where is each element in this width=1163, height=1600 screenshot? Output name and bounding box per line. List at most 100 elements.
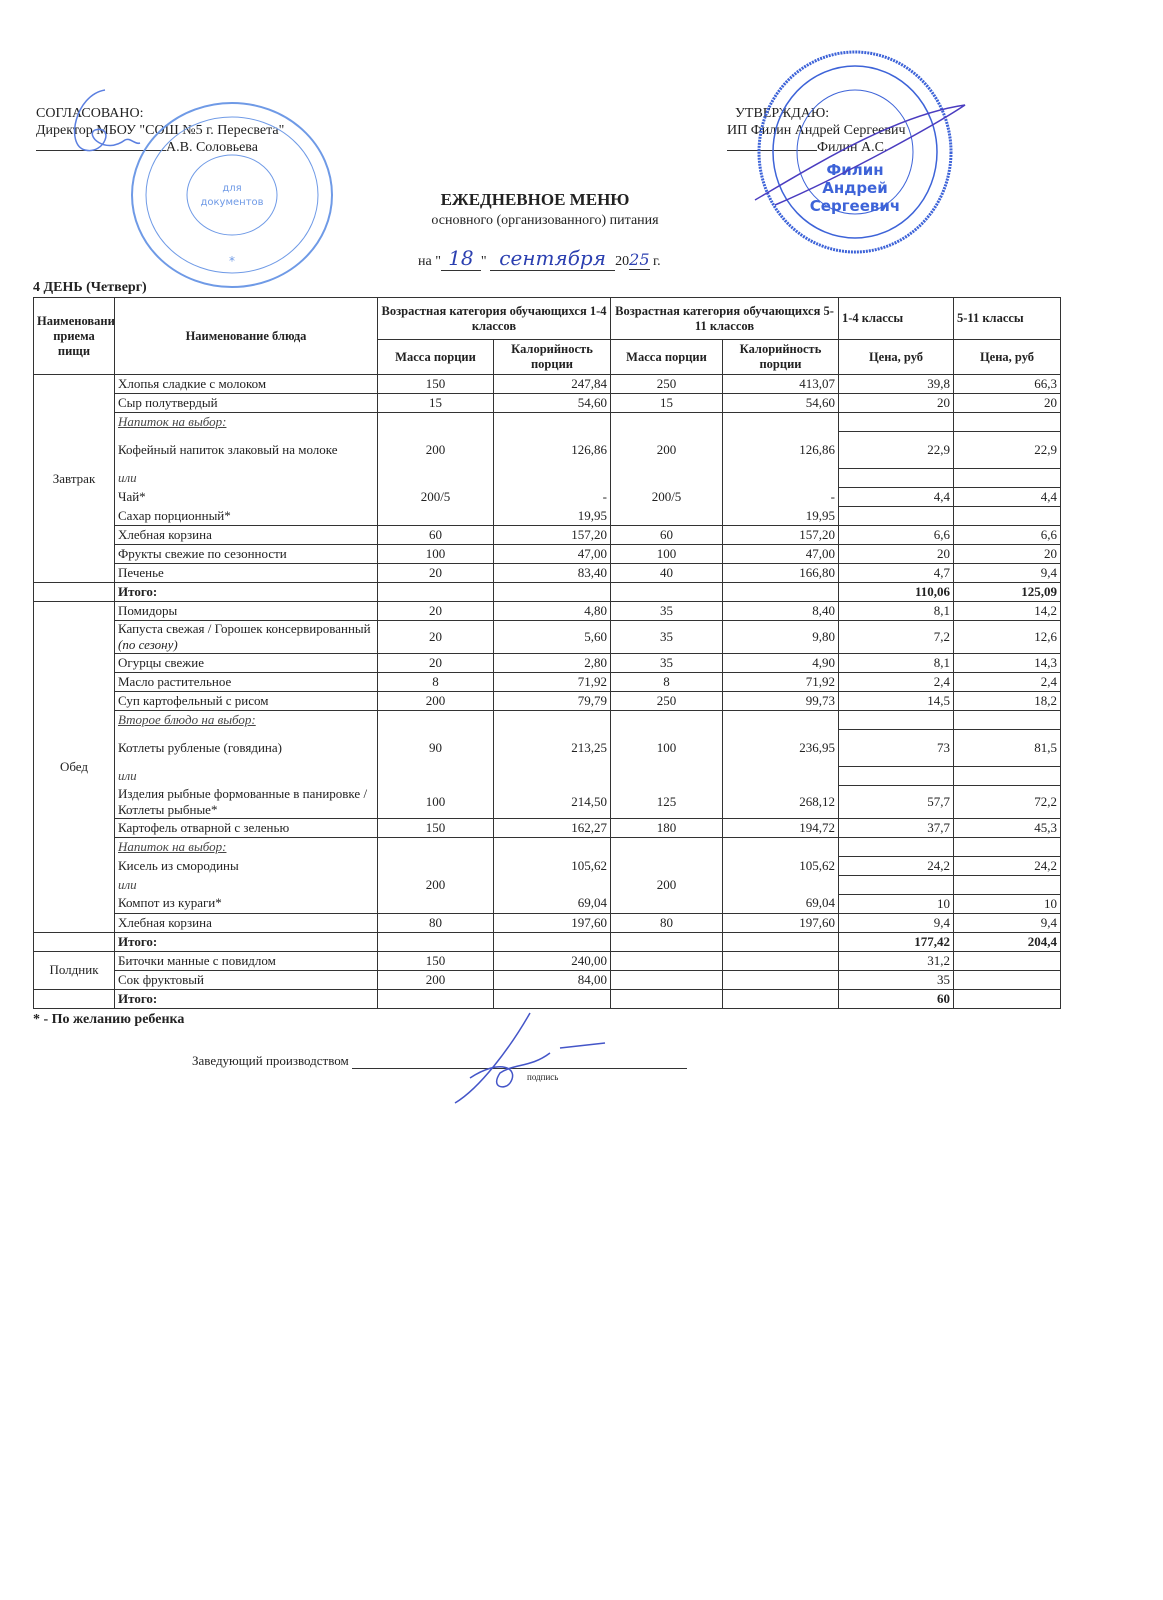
- mass-5-11: 60: [610, 525, 723, 545]
- total-row: Итого: 177,42 204,4: [33, 931, 1061, 952]
- price-5-11: [953, 468, 1061, 488]
- kcal-5-11: 413,07: [722, 374, 839, 394]
- table-row: Картофель отварной с зеленью 150 162,27 180…: [34, 817, 1061, 838]
- kcal-1-4: 247,84: [493, 374, 611, 394]
- total-meal-cell: [33, 582, 115, 602]
- total-empty-cell: [377, 582, 494, 602]
- table-row: или: [34, 766, 1061, 786]
- total-empty-cell: [377, 988, 494, 1009]
- kcal-1-4: 214,50: [493, 785, 611, 819]
- price-1-4: 7,2: [838, 620, 954, 654]
- price-5-11: [953, 766, 1061, 786]
- kcal-1-4: 83,40: [493, 563, 611, 583]
- dish-name-text: Чай*: [118, 489, 146, 504]
- price-5-11: 10: [953, 893, 1061, 914]
- header-age-1-4: Возрастная категория обучающихся 1-4 кла…: [377, 297, 611, 340]
- table-row: Напиток на выбор:: [34, 836, 1061, 857]
- total-empty-cell: [377, 931, 494, 952]
- table-row: Обед Помидоры 20 4,80 35 8,40 8,1 14,2: [33, 601, 1061, 933]
- total-empty-cell: [493, 582, 611, 602]
- price-1-4: 24,2: [838, 855, 954, 876]
- total-price-1-4: 110,06: [838, 582, 954, 602]
- mass-1-4: [377, 710, 494, 730]
- mass-5-11: [610, 506, 723, 526]
- table-row: Сок фруктовый 200 84,00 35: [34, 969, 1061, 990]
- dish-name-text: Компот из кураги*: [118, 895, 222, 911]
- kcal-1-4: [493, 766, 611, 786]
- mass-5-11: [610, 969, 723, 990]
- dish-name: Капуста свежая / Горошек консервированны…: [114, 620, 378, 654]
- kcal-1-4: 126,86: [493, 431, 611, 469]
- price-5-11: 9,4: [953, 563, 1061, 583]
- director-signature: [73, 89, 141, 152]
- dish-name: Чай*: [114, 487, 378, 507]
- mass-1-4: 15: [377, 393, 494, 413]
- dish-name-text: Кисель из смородины: [118, 857, 239, 873]
- entrepreneur-stamp: Филин Андрей Сергеевич: [754, 50, 966, 254]
- signoff-caption: подпись: [527, 1071, 559, 1082]
- approval-left-heading: СОГЛАСОВАНО:: [36, 106, 144, 121]
- mass-5-11: 80: [610, 912, 723, 933]
- dish-name: Биточки манные с повидлом: [114, 950, 378, 971]
- header-price-5-11: Цена, руб: [953, 339, 1061, 375]
- approval-right-person: Филин А.С.: [817, 140, 888, 155]
- price-5-11: [953, 950, 1061, 971]
- kcal-5-11: [722, 710, 839, 730]
- signoff-role: Заведующий производством: [192, 1052, 349, 1068]
- date-month: сентября: [490, 246, 616, 271]
- kcal-1-4: 5,60: [493, 620, 611, 654]
- mass-5-11: 100: [610, 544, 723, 564]
- svg-text:Сергеевич: Сергеевич: [810, 197, 900, 215]
- table-row: Сахар порционный* 19,95 19,95: [34, 506, 1061, 526]
- mass-1-4: 200: [377, 431, 494, 469]
- mass-1-4: [377, 766, 494, 786]
- mass-1-4: 80: [377, 912, 494, 933]
- dish-name-text: Сахар порционный*: [118, 507, 231, 523]
- header-grade-5-11: 5-11 классы: [953, 297, 1061, 340]
- choice-label: Напиток на выбор:: [118, 414, 227, 430]
- approval-right-position: ИП Филин Андрей Сергеевич: [727, 123, 906, 138]
- kcal-5-11: 126,86: [722, 431, 839, 469]
- mass-1-4: 100: [377, 785, 494, 819]
- price-1-4: 37,7: [838, 817, 954, 838]
- approval-left-signature-line: А.В. Соловьева: [36, 139, 284, 156]
- total-row: Итого: 110,06 125,09: [33, 582, 1061, 602]
- total-empty-cell: [610, 582, 723, 602]
- kcal-1-4: -: [493, 487, 611, 507]
- mass-5-11: 200: [610, 875, 723, 894]
- choice-label: Второе блюдо на выбор:: [118, 712, 256, 728]
- price-5-11: [953, 506, 1061, 526]
- total-empty-cell: [493, 988, 611, 1009]
- mass-1-4: [377, 412, 494, 432]
- dish-name: или: [114, 766, 378, 786]
- price-1-4: 8,1: [838, 601, 954, 621]
- approval-left-person: А.В. Соловьева: [166, 140, 258, 155]
- price-1-4: 2,4: [838, 672, 954, 692]
- price-5-11: [953, 412, 1061, 432]
- kcal-5-11: 268,12: [722, 785, 839, 819]
- dish-name: Хлебная корзина: [114, 525, 378, 545]
- total-empty-cell: [610, 931, 723, 952]
- mass-5-11: 8: [610, 672, 723, 692]
- price-5-11: 6,6: [953, 525, 1061, 545]
- kcal-5-11: [722, 468, 839, 488]
- table-row: или 200 200: [34, 874, 1061, 895]
- total-label: Итого:: [114, 931, 378, 952]
- table-row: Полдник Биточки манные с повидлом 150 240,0…: [33, 950, 1061, 990]
- approval-right-signature-line: Филин А.С.: [727, 139, 906, 156]
- dish-name-text: Изделия рыбные формованные в панировке /…: [118, 785, 368, 817]
- price-5-11: [953, 710, 1061, 730]
- table-row: Завтрак Хлопья сладкие с молоком 150 247,84…: [33, 374, 1061, 583]
- dish-name: или: [114, 875, 378, 894]
- price-5-11: 9,4: [953, 912, 1061, 933]
- dish-name-text: Биточки манные с повидлом: [118, 952, 276, 968]
- or-label: или: [118, 876, 137, 892]
- header-dish: Наименование блюда: [114, 297, 378, 375]
- mass-5-11: [610, 894, 723, 914]
- total-empty-cell: [493, 931, 611, 952]
- table-row: Суп картофельный с рисом 200 79,79 250 99,73…: [34, 691, 1061, 711]
- kcal-1-4: [493, 468, 611, 488]
- manager-signature: [454, 1012, 606, 1104]
- dish-name-text: Помидоры: [118, 603, 178, 618]
- price-5-11: 20: [953, 393, 1061, 413]
